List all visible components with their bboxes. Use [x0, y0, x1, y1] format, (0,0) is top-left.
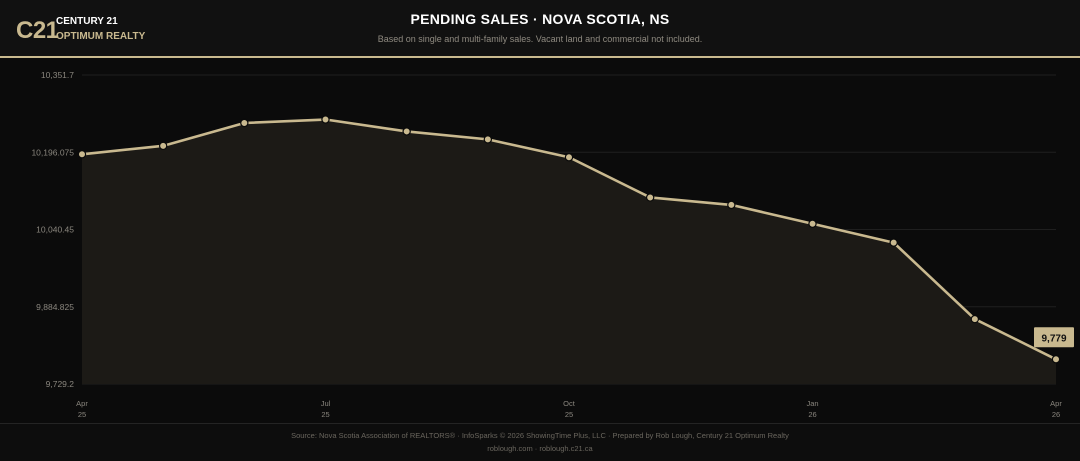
- x-tick-label-year: 25: [321, 410, 329, 419]
- x-tick-label-year: 25: [78, 410, 86, 419]
- data-point: [727, 200, 736, 210]
- data-point: [564, 153, 574, 162]
- x-tick-label-month: Apr: [1050, 399, 1062, 408]
- x-tick-label-month: Apr: [76, 399, 88, 408]
- data-point: [808, 219, 817, 228]
- data-point: [158, 141, 168, 151]
- pending-sales-chart: 9,729.2 9,884.825 10,040.45 10,196.075 10,35…: [31, 70, 1074, 419]
- last-value-label: 9,779: [1041, 333, 1066, 344]
- last-value-callout: [1034, 327, 1074, 348]
- chart-footer: Source: Nova Scotia Association of REALT…: [0, 423, 1080, 461]
- logo-subtitle: OPTIMUM REALTY: [56, 31, 146, 42]
- data-point: [645, 193, 655, 202]
- footer-source: Source: Nova Scotia Association of REALT…: [291, 431, 789, 440]
- data-point: [483, 135, 493, 144]
- chart-title: PENDING SALES · NOVA SCOTIA, NS: [410, 11, 670, 27]
- footer-links[interactable]: roblough.com · roblough.c21.ca: [487, 444, 593, 453]
- y-tick-label: 10,351.7: [41, 70, 74, 80]
- y-tick-label: 9,729.2: [46, 379, 75, 389]
- logo-name: CENTURY 21: [56, 16, 118, 27]
- x-tick-label-month: Jul: [321, 399, 331, 408]
- data-point: [970, 314, 980, 324]
- data-point: [402, 127, 411, 136]
- y-tick-label: 9,884.825: [36, 302, 74, 312]
- area-fill: [82, 119, 1056, 384]
- data-point: [1051, 355, 1061, 364]
- y-tick-label: 10,040.45: [36, 225, 74, 235]
- data-point: [321, 115, 330, 124]
- data-point: [77, 150, 87, 159]
- data-point: [889, 238, 898, 247]
- data-point: [240, 118, 249, 128]
- y-tick-label: 10,196.075: [31, 147, 74, 157]
- x-tick-label-month: Oct: [563, 399, 576, 408]
- x-tick-label-month: Jan: [806, 399, 818, 408]
- chart-header: C21 CENTURY 21 OPTIMUM REALTY PENDING SA…: [0, 0, 1080, 58]
- x-tick-label-year: 26: [808, 410, 816, 419]
- x-tick-label-year: 25: [565, 410, 573, 419]
- logo-mark: C21: [16, 17, 59, 44]
- x-tick-label-year: 26: [1052, 410, 1060, 419]
- chart-subtitle: Based on single and multi-family sales. …: [377, 34, 703, 44]
